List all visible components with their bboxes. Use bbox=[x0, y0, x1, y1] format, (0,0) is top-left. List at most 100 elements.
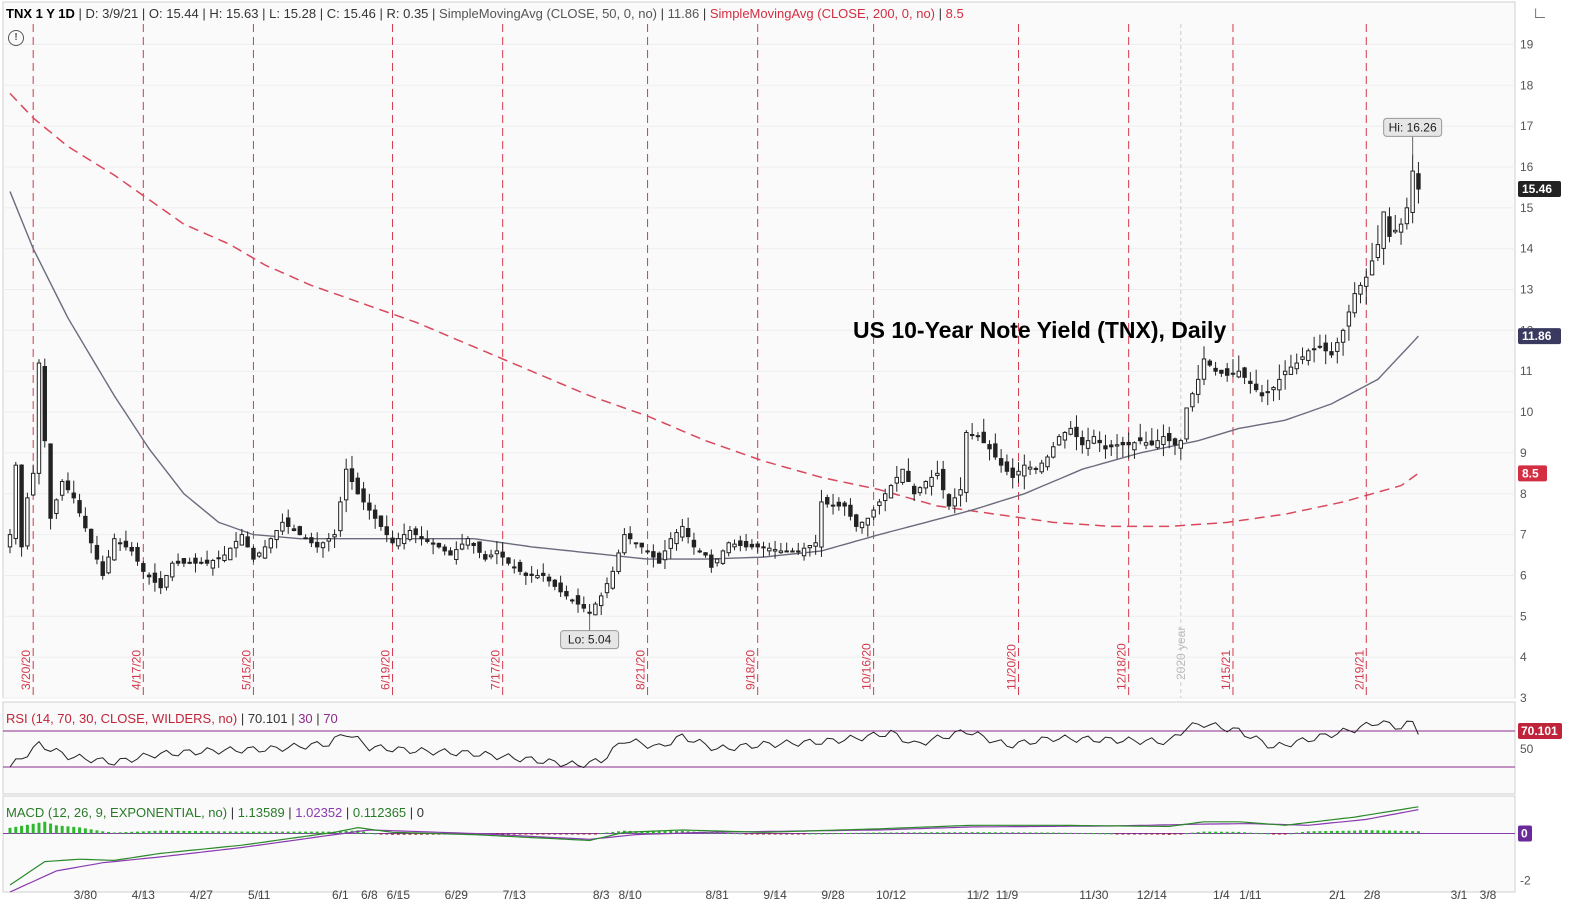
macd-histogram-bar bbox=[564, 833, 568, 835]
macd-histogram-bar bbox=[20, 825, 24, 834]
rsi-tick-label: 50 bbox=[1520, 742, 1534, 756]
candle-body bbox=[1138, 437, 1143, 442]
macd-label[interactable]: MACD (12, 26, 9, EXPONENTIAL, no) bbox=[6, 805, 228, 820]
candle-body bbox=[123, 540, 129, 548]
macd-histogram-bar bbox=[182, 830, 186, 834]
candle-body bbox=[494, 550, 500, 555]
candle-body bbox=[465, 538, 471, 546]
candle-body bbox=[94, 544, 100, 560]
candle-body bbox=[25, 497, 30, 547]
candle-body bbox=[1207, 360, 1212, 366]
price-tick-label: 16 bbox=[1520, 160, 1534, 174]
macd-histogram-bar bbox=[750, 833, 754, 835]
candle-body bbox=[1149, 440, 1155, 446]
macd-histogram-bar bbox=[286, 831, 290, 834]
event-date-label: 2/19/21 bbox=[1352, 650, 1366, 690]
macd-histogram-bar bbox=[414, 833, 418, 835]
x-tick-label: 6/15 bbox=[387, 888, 411, 902]
macd-histogram-bar bbox=[95, 830, 99, 834]
candle-body bbox=[1265, 391, 1270, 394]
macd-histogram-bar bbox=[164, 830, 168, 834]
macd-histogram-bar bbox=[733, 833, 737, 835]
candle-body bbox=[935, 472, 940, 476]
symbol-label[interactable]: TNX 1 Y 1D bbox=[6, 6, 75, 21]
macd-histogram-bar bbox=[1243, 832, 1247, 834]
macd-histogram-bar bbox=[1086, 833, 1090, 835]
rsi-label[interactable]: RSI (14, 70, 30, CLOSE, WILDERS, no) bbox=[6, 711, 238, 726]
candle-body bbox=[13, 464, 18, 540]
candle-body bbox=[454, 549, 459, 561]
candle-body bbox=[529, 573, 534, 576]
candle-body bbox=[1259, 392, 1265, 397]
candle-body bbox=[378, 515, 384, 527]
event-date-label: 11/20/20 bbox=[1005, 644, 1019, 690]
candle-body bbox=[674, 532, 679, 545]
sma200-label[interactable]: SimpleMovingAvg (CLOSE, 200, 0, no) bbox=[709, 6, 936, 21]
macd-histogram-bar bbox=[1225, 831, 1229, 834]
x-tick-label: 6/1 bbox=[332, 888, 349, 902]
candle-body bbox=[1317, 345, 1323, 348]
candle-body bbox=[1300, 356, 1305, 360]
macd-signal-value: 1.02352 bbox=[295, 805, 343, 820]
macd-histogram-bar bbox=[396, 833, 400, 835]
candle-body bbox=[1190, 393, 1195, 408]
rsi-header: RSI (14, 70, 30, CLOSE, WILDERS, no) | 7… bbox=[6, 711, 338, 726]
candle-body bbox=[152, 572, 158, 583]
macd-histogram-bar bbox=[1127, 833, 1131, 835]
candle-body bbox=[836, 501, 842, 507]
macd-histogram-bar bbox=[130, 831, 134, 834]
candle-body bbox=[993, 443, 998, 458]
candle-body bbox=[488, 554, 494, 558]
candle-body bbox=[1103, 445, 1108, 450]
macd-histogram-bar bbox=[1005, 832, 1009, 834]
candle-body bbox=[969, 434, 975, 437]
macd-histogram-bar bbox=[304, 831, 308, 834]
candle-body bbox=[1236, 370, 1241, 378]
macd-histogram-bar bbox=[315, 831, 319, 834]
x-tick-label: 8/3 bbox=[593, 888, 610, 902]
price-tick-label: 3 bbox=[1520, 691, 1527, 705]
candle-body bbox=[958, 489, 963, 496]
macd-histogram-bar bbox=[1254, 832, 1258, 834]
candle-body bbox=[309, 537, 314, 544]
candle-body bbox=[819, 501, 824, 548]
macd-histogram-bar bbox=[767, 833, 771, 835]
candle-body bbox=[175, 560, 181, 564]
macd-histogram-bar bbox=[257, 831, 261, 834]
macd-histogram-bar bbox=[1190, 832, 1194, 834]
candle-body bbox=[1051, 446, 1056, 458]
sma50-label[interactable]: SimpleMovingAvg (CLOSE, 50, 0, no) bbox=[439, 6, 658, 21]
macd-histogram-bar bbox=[843, 832, 847, 834]
macd-histogram-bar bbox=[1109, 833, 1113, 835]
macd-histogram-bar bbox=[895, 832, 899, 834]
sma50-value: 11.86 bbox=[667, 6, 700, 21]
candle-body bbox=[1242, 367, 1247, 378]
macd-histogram-bar bbox=[773, 833, 777, 835]
candle-body bbox=[1294, 362, 1299, 370]
macd-histogram-bar bbox=[1312, 831, 1316, 834]
macd-histogram-bar bbox=[802, 833, 806, 835]
macd-histogram-bar bbox=[292, 831, 296, 834]
candle-body bbox=[1109, 444, 1114, 448]
drawing-tool-icon[interactable]: ∟ bbox=[1532, 5, 1548, 22]
candle-body bbox=[952, 497, 957, 507]
info-circle-icon[interactable]: ! bbox=[8, 30, 24, 46]
hi-label-box bbox=[1383, 117, 1443, 137]
macd-histogram-bar bbox=[756, 833, 760, 835]
macd-histogram-bar bbox=[860, 832, 864, 834]
macd-histogram-bar bbox=[1017, 832, 1021, 834]
macd-histogram-bar bbox=[924, 832, 928, 834]
candle-body bbox=[210, 559, 216, 569]
candle-body bbox=[622, 534, 627, 554]
macd-histogram-bar bbox=[1080, 832, 1084, 834]
candle-body bbox=[280, 521, 285, 532]
candle-body bbox=[900, 468, 905, 483]
candle-body bbox=[1056, 436, 1062, 446]
macd-histogram-bar bbox=[1150, 833, 1154, 835]
macd-histogram-bar bbox=[176, 830, 180, 834]
macd-histogram-bar bbox=[935, 832, 939, 834]
candle-body bbox=[291, 528, 297, 532]
macd-histogram-bar bbox=[588, 833, 592, 835]
macd-histogram-bar bbox=[1040, 832, 1044, 834]
macd-histogram-bar bbox=[651, 831, 655, 834]
